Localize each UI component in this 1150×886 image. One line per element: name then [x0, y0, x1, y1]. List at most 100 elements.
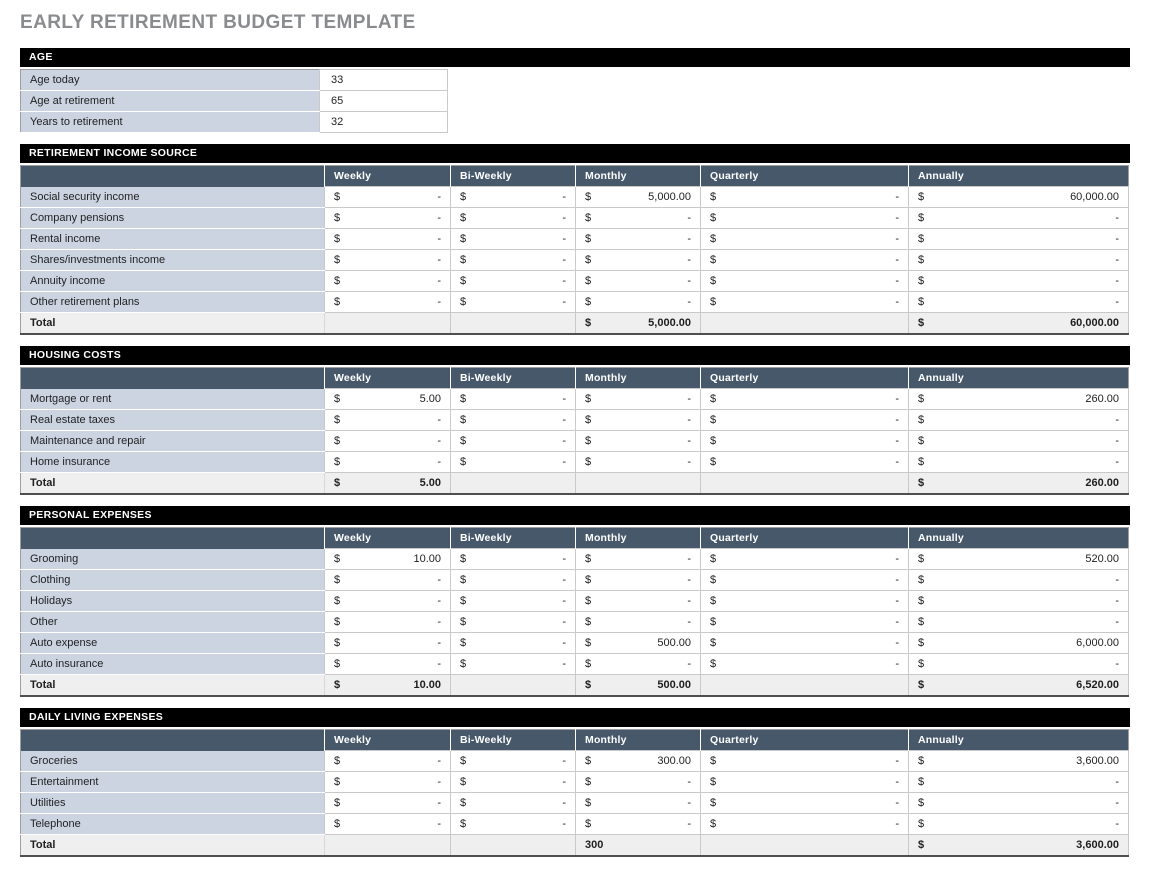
- amount-cell-bi-weekly[interactable]: $ -: [450, 590, 576, 612]
- amount-cell-monthly[interactable]: $ -: [575, 590, 701, 612]
- amount-cell-quarterly[interactable]: $ -: [700, 409, 909, 431]
- amount-cell-monthly[interactable]: $ -: [575, 409, 701, 431]
- amount-cell-bi-weekly[interactable]: $ -: [450, 207, 576, 229]
- amount-cell-weekly[interactable]: $ -: [324, 451, 451, 473]
- amount-cell-weekly[interactable]: $ -: [324, 228, 451, 250]
- amount-cell-monthly[interactable]: $ -: [575, 228, 701, 250]
- amount-cell-quarterly[interactable]: $ -: [700, 388, 909, 410]
- amount-cell-quarterly[interactable]: $ -: [700, 186, 909, 208]
- amount-cell-bi-weekly[interactable]: $ -: [450, 409, 576, 431]
- amount-cell-weekly[interactable]: $ -: [324, 632, 451, 654]
- amount-cell-bi-weekly[interactable]: $ -: [450, 430, 576, 452]
- amount-cell-annually[interactable]: $ -: [908, 451, 1129, 473]
- amount-cell-bi-weekly[interactable]: $ -: [450, 771, 576, 793]
- amount-cell-bi-weekly[interactable]: $ -: [450, 632, 576, 654]
- amount-cell-bi-weekly[interactable]: $ -: [450, 611, 576, 633]
- amount-cell-weekly[interactable]: $ -: [324, 590, 451, 612]
- amount-cell-weekly[interactable]: $10.00: [324, 548, 451, 570]
- amount-cell-monthly[interactable]: $500.00: [575, 632, 701, 654]
- amount-cell-quarterly[interactable]: $ -: [700, 771, 909, 793]
- amount-cell-annually[interactable]: $260.00: [908, 388, 1129, 410]
- amount-cell-quarterly[interactable]: $ -: [700, 792, 909, 814]
- amount-cell-annually[interactable]: $ -: [908, 207, 1129, 229]
- amount-cell-monthly[interactable]: $ -: [575, 653, 701, 675]
- amount-cell-weekly[interactable]: $ -: [324, 409, 451, 431]
- amount-cell-annually[interactable]: $ -: [908, 228, 1129, 250]
- amount-cell-bi-weekly[interactable]: $ -: [450, 270, 576, 292]
- amount-cell-bi-weekly[interactable]: $ -: [450, 653, 576, 675]
- amount-cell-monthly[interactable]: $ -: [575, 451, 701, 473]
- amount-cell-weekly[interactable]: $ -: [324, 792, 451, 814]
- amount-cell-annually[interactable]: $3,600.00: [908, 750, 1129, 772]
- amount-cell-monthly[interactable]: $ -: [575, 569, 701, 591]
- amount-cell-bi-weekly[interactable]: $ -: [450, 451, 576, 473]
- amount-cell-monthly[interactable]: $ -: [575, 430, 701, 452]
- age-value-cell[interactable]: 32: [319, 111, 448, 133]
- amount-cell-bi-weekly[interactable]: $ -: [450, 186, 576, 208]
- amount-cell-quarterly[interactable]: $ -: [700, 228, 909, 250]
- amount-cell-annually[interactable]: $ -: [908, 409, 1129, 431]
- amount-cell-annually[interactable]: $ -: [908, 249, 1129, 271]
- amount-cell-annually[interactable]: $ -: [908, 569, 1129, 591]
- amount-cell-weekly[interactable]: $ -: [324, 430, 451, 452]
- amount-cell-annually[interactable]: $ -: [908, 291, 1129, 313]
- amount-cell-quarterly[interactable]: $ -: [700, 207, 909, 229]
- amount-cell-weekly[interactable]: $ -: [324, 813, 451, 835]
- amount-cell-bi-weekly[interactable]: $ -: [450, 792, 576, 814]
- amount-cell-annually[interactable]: $ -: [908, 653, 1129, 675]
- age-value-cell[interactable]: 65: [319, 90, 448, 112]
- amount-cell-annually[interactable]: $ -: [908, 813, 1129, 835]
- amount-cell-quarterly[interactable]: $ -: [700, 291, 909, 313]
- amount-cell-annually[interactable]: $ -: [908, 430, 1129, 452]
- amount-cell-monthly[interactable]: $ -: [575, 611, 701, 633]
- amount-cell-quarterly[interactable]: $ -: [700, 590, 909, 612]
- amount-cell-weekly[interactable]: $ -: [324, 270, 451, 292]
- amount-cell-quarterly[interactable]: $ -: [700, 569, 909, 591]
- amount-cell-monthly[interactable]: $ -: [575, 813, 701, 835]
- amount-cell-bi-weekly[interactable]: $ -: [450, 228, 576, 250]
- amount-cell-quarterly[interactable]: $ -: [700, 451, 909, 473]
- amount-cell-monthly[interactable]: $5,000.00: [575, 186, 701, 208]
- amount-cell-quarterly[interactable]: $ -: [700, 548, 909, 570]
- amount-cell-bi-weekly[interactable]: $ -: [450, 388, 576, 410]
- amount-cell-weekly[interactable]: $ -: [324, 207, 451, 229]
- amount-cell-weekly[interactable]: $ -: [324, 771, 451, 793]
- amount-cell-monthly[interactable]: $ -: [575, 291, 701, 313]
- amount-cell-annually[interactable]: $60,000.00: [908, 186, 1129, 208]
- amount-cell-quarterly[interactable]: $ -: [700, 611, 909, 633]
- amount-cell-bi-weekly[interactable]: $ -: [450, 291, 576, 313]
- amount-cell-quarterly[interactable]: $ -: [700, 750, 909, 772]
- amount-cell-monthly[interactable]: $ -: [575, 207, 701, 229]
- amount-cell-weekly[interactable]: $5.00: [324, 388, 451, 410]
- amount-cell-quarterly[interactable]: $ -: [700, 430, 909, 452]
- amount-cell-monthly[interactable]: $ -: [575, 249, 701, 271]
- amount-cell-monthly[interactable]: $ -: [575, 388, 701, 410]
- amount-cell-monthly[interactable]: $ -: [575, 548, 701, 570]
- amount-cell-weekly[interactable]: $ -: [324, 611, 451, 633]
- amount-cell-weekly[interactable]: $ -: [324, 653, 451, 675]
- amount-cell-annually[interactable]: $ -: [908, 590, 1129, 612]
- amount-cell-monthly[interactable]: $300.00: [575, 750, 701, 772]
- amount-cell-quarterly[interactable]: $ -: [700, 813, 909, 835]
- amount-cell-monthly[interactable]: $ -: [575, 270, 701, 292]
- amount-cell-weekly[interactable]: $ -: [324, 569, 451, 591]
- amount-cell-bi-weekly[interactable]: $ -: [450, 569, 576, 591]
- amount-cell-monthly[interactable]: $ -: [575, 792, 701, 814]
- amount-cell-annually[interactable]: $6,000.00: [908, 632, 1129, 654]
- amount-cell-weekly[interactable]: $ -: [324, 750, 451, 772]
- amount-cell-bi-weekly[interactable]: $ -: [450, 249, 576, 271]
- amount-cell-weekly[interactable]: $ -: [324, 249, 451, 271]
- amount-cell-annually[interactable]: $ -: [908, 771, 1129, 793]
- amount-cell-quarterly[interactable]: $ -: [700, 653, 909, 675]
- amount-cell-annually[interactable]: $ -: [908, 611, 1129, 633]
- amount-cell-quarterly[interactable]: $ -: [700, 249, 909, 271]
- amount-cell-quarterly[interactable]: $ -: [700, 270, 909, 292]
- amount-cell-annually[interactable]: $520.00: [908, 548, 1129, 570]
- amount-cell-annually[interactable]: $ -: [908, 270, 1129, 292]
- amount-cell-quarterly[interactable]: $ -: [700, 632, 909, 654]
- age-value-cell[interactable]: 33: [319, 69, 448, 91]
- amount-cell-bi-weekly[interactable]: $ -: [450, 750, 576, 772]
- amount-cell-annually[interactable]: $ -: [908, 792, 1129, 814]
- amount-cell-bi-weekly[interactable]: $ -: [450, 813, 576, 835]
- amount-cell-weekly[interactable]: $ -: [324, 186, 451, 208]
